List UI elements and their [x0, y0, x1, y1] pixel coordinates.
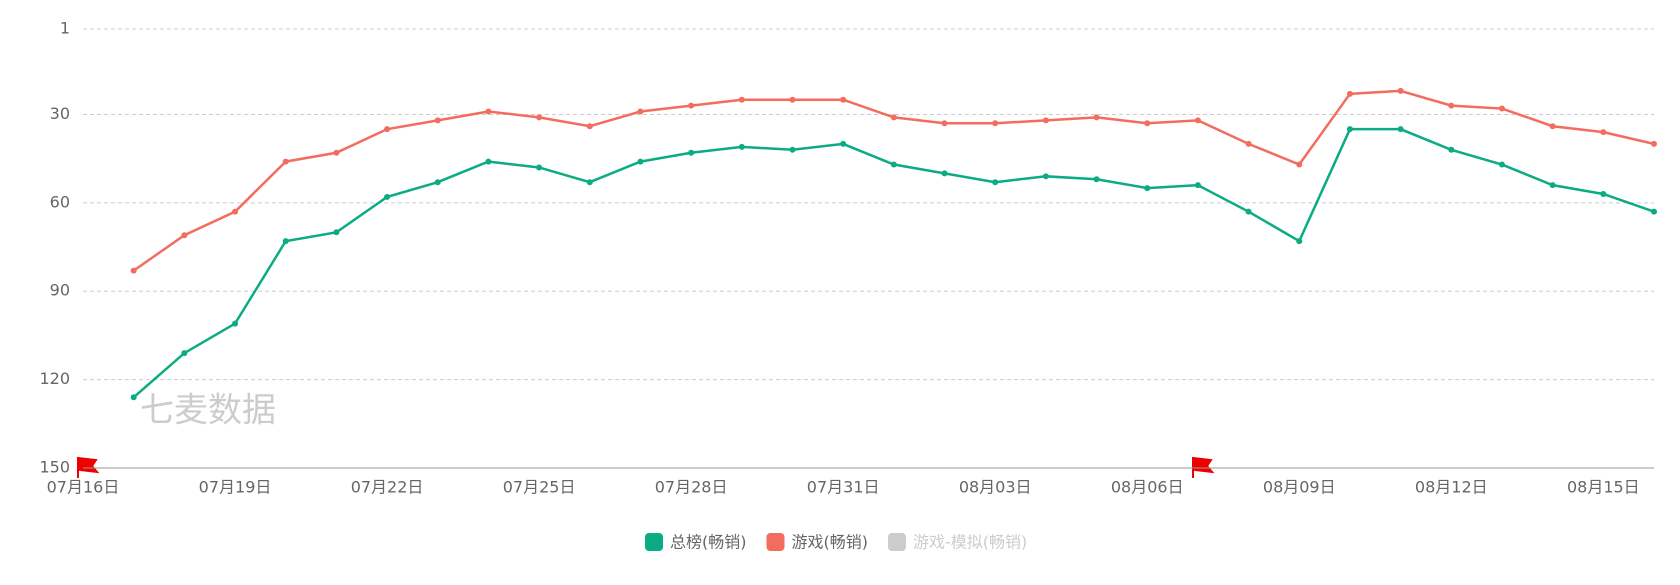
point [434, 117, 441, 124]
point [637, 108, 644, 115]
point [536, 114, 543, 121]
point [738, 96, 745, 103]
point [1600, 190, 1607, 197]
point [840, 96, 847, 103]
x-tick-label: 08月03日 [959, 478, 1032, 497]
point [1144, 185, 1151, 192]
point [130, 267, 137, 274]
point [1397, 126, 1404, 133]
point [485, 108, 492, 115]
x-tick-label: 07月19日 [199, 478, 272, 497]
point [1498, 161, 1505, 168]
point [1651, 208, 1657, 215]
x-tick-label: 08月12日 [1415, 478, 1488, 497]
point [1549, 123, 1556, 130]
x-tick-label: 07月22日 [351, 478, 424, 497]
point [181, 232, 188, 239]
point [1549, 182, 1556, 189]
point [181, 350, 188, 357]
legend-label[interactable]: 游戏(畅销) [792, 533, 869, 552]
y-tick-label: 90 [50, 281, 70, 300]
x-tick-label: 08月09日 [1263, 478, 1336, 497]
point [586, 179, 593, 186]
legend-swatch[interactable] [888, 533, 906, 551]
legend-label[interactable]: 总榜(畅销) [670, 533, 747, 552]
point [1093, 114, 1100, 121]
point [232, 208, 239, 215]
legend-label[interactable]: 游戏-模拟(畅销) [913, 533, 1027, 552]
point [1397, 87, 1404, 94]
point [1042, 117, 1049, 124]
point [232, 320, 239, 327]
x-tick-label: 08月15日 [1567, 478, 1640, 497]
series-line [132, 127, 1655, 399]
point [789, 146, 796, 153]
point [1194, 117, 1201, 124]
x-tick-label: 07月28日 [655, 478, 728, 497]
point [1651, 140, 1657, 147]
point [333, 149, 340, 156]
point [384, 193, 391, 200]
point [992, 179, 999, 186]
y-tick-label: 1 [60, 19, 70, 38]
point [738, 143, 745, 150]
point [840, 140, 847, 147]
point [1042, 173, 1049, 180]
point [485, 158, 492, 165]
point [1448, 102, 1455, 109]
point [333, 229, 340, 236]
x-tick-label: 07月25日 [503, 478, 576, 497]
point [1245, 140, 1252, 147]
y-tick-label: 120 [39, 369, 70, 388]
point [1296, 238, 1303, 245]
point [890, 161, 897, 168]
x-tick-label: 08月06日 [1111, 478, 1184, 497]
point [1346, 126, 1353, 133]
point [688, 149, 695, 156]
point [384, 126, 391, 133]
point [1448, 146, 1455, 153]
point [1346, 90, 1353, 97]
point [282, 158, 289, 165]
point [941, 170, 948, 177]
y-tick-label: 60 [50, 192, 70, 211]
x-tick-label: 07月31日 [807, 478, 880, 497]
y-tick-label: 30 [50, 104, 70, 123]
point [1245, 208, 1252, 215]
point [282, 238, 289, 245]
point [1093, 176, 1100, 183]
point [992, 120, 999, 127]
point [434, 179, 441, 186]
point [586, 123, 593, 130]
point [1498, 105, 1505, 112]
point [688, 102, 695, 109]
point [789, 96, 796, 103]
legend-swatch[interactable] [645, 533, 663, 551]
point [1600, 129, 1607, 136]
point [637, 158, 644, 165]
point [536, 164, 543, 171]
point [890, 114, 897, 121]
legend-swatch[interactable] [766, 533, 785, 551]
y-tick-label: 150 [39, 458, 70, 477]
point [941, 120, 948, 127]
point [1144, 120, 1151, 127]
watermark: 七麦数据 [140, 391, 276, 431]
x-tick-label: 07月16日 [47, 478, 120, 497]
point [130, 394, 137, 401]
point [1194, 182, 1201, 189]
point [1296, 161, 1303, 168]
